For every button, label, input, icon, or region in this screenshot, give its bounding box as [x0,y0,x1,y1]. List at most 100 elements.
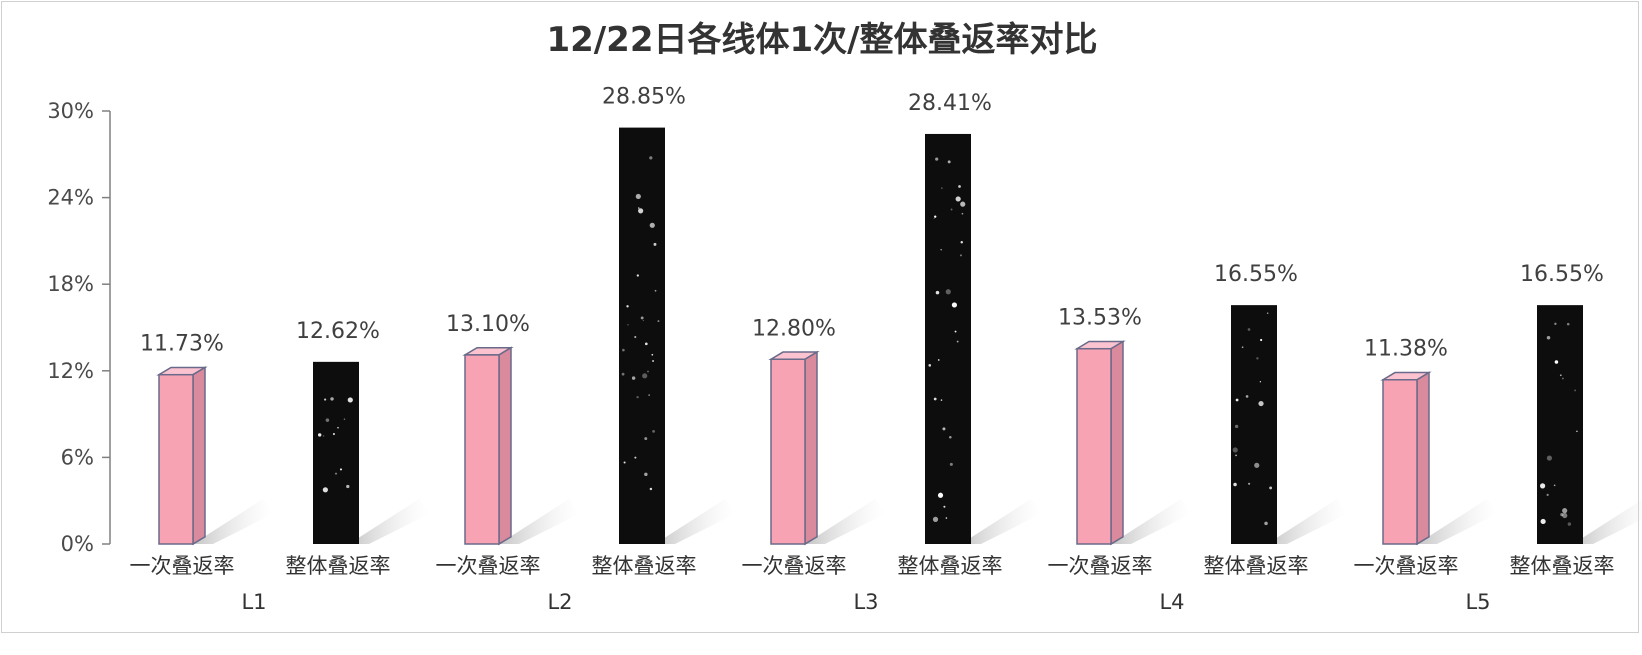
y-tick-label: 12% [47,359,94,383]
bar-texture-dot [947,160,951,164]
data-label: 12.62% [296,319,380,344]
y-tick-label: 24% [47,186,94,210]
bar-shadow [1417,499,1497,544]
bar-texture-dot [346,484,350,489]
bar-texture-dot [1260,338,1263,342]
bar-texture-dot [1235,454,1237,457]
bar-texture-dot [1248,482,1251,485]
bar-texture-dot [622,348,625,352]
bar-texture-dot [1562,508,1568,514]
bar-shadow [961,499,1041,544]
series-axis-label: 整体叠返率 [1204,554,1309,578]
bar-texture-dot [343,418,346,420]
bar-texture-dot [644,342,648,346]
bar-texture-dot [1232,447,1238,453]
data-label: 11.73% [140,332,224,357]
bar-shadow [1573,499,1642,544]
bar-texture-dot [1235,398,1239,402]
bar-texture-dot [654,289,657,292]
bar-texture-dot [334,472,338,475]
chart-title: 12/22日各线体1次/整体叠返率对比 [546,20,1098,60]
bar-texture-dot [317,433,322,437]
bar-texture-dot [1554,360,1559,364]
bar-shadow [499,499,579,544]
bar-texture-dot [621,372,625,376]
bar-texture-dot [649,156,653,160]
bar-shadow [655,499,735,544]
bar-texture-dot [651,353,654,356]
bar-texture-dot [961,212,964,215]
bar-L3-first-pass [770,358,806,545]
bar-texture-dot [933,217,935,219]
bar-texture-dot [1258,400,1264,407]
bar-texture-dot [1574,389,1577,392]
bar-texture-dot [941,187,943,189]
bar-texture-dot [937,359,940,361]
bar-texture-dot [626,305,629,308]
series-axis-label: 一次叠返率 [436,554,541,578]
bar-texture-dot [943,505,946,508]
bar-texture-dot [1562,512,1568,519]
series-axis-label: 整体叠返率 [898,554,1003,578]
bar-texture-dot [1234,424,1239,429]
bar-texture-dot [1576,430,1578,433]
bar-shadow [193,499,273,544]
data-label: 16.55% [1214,262,1298,287]
bar-side-face [192,366,206,546]
bar-texture-dot [959,254,962,257]
bar-texture-dot [638,208,644,214]
bar-texture-dot [634,456,637,459]
bar-shadow [1111,499,1191,544]
bar-texture-dot [940,248,943,251]
bar-shadow [349,499,429,544]
bar-texture-dot [1254,462,1260,468]
bar-texture-dot [932,516,939,522]
bar-texture-dot [1233,482,1237,487]
bar-texture-dot [330,397,334,401]
y-tick-label: 30% [47,99,94,123]
y-tick-label: 18% [47,272,94,296]
bar-texture-dot [644,437,648,441]
bar-texture-dot [642,319,645,322]
bar-L4-overall [1231,305,1277,544]
bar-texture-dot [644,472,648,477]
bar-texture-dot [942,427,946,431]
bar-texture-dot [339,468,343,471]
bar-texture-dot [940,399,943,401]
bar-texture-dot [347,397,353,403]
category-label-L3: L3 [853,590,878,614]
bar-L2-first-pass [464,354,500,545]
series-axis-label: 整体叠返率 [286,554,391,578]
bar-shadow [1267,499,1347,544]
bar-L1-first-pass [158,373,194,545]
series-axis-label: 一次叠返率 [742,554,847,578]
bar-texture-dot [935,157,939,161]
bar-texture-dot [1546,455,1553,461]
bar-texture-dot [951,302,958,308]
bar-texture-dot [325,418,330,422]
bar-texture-dot [1266,312,1269,315]
series-axis-label: 整体叠返率 [592,554,697,578]
bar-texture-dot [627,324,629,326]
bar-texture-dot [1546,335,1551,340]
data-label: 11.38% [1364,337,1448,362]
bar-texture-dot [1259,381,1262,383]
bar-texture-dot [636,274,639,277]
bar-L5-overall [1537,305,1583,544]
bar-texture-dot [937,492,944,498]
bar-texture-dot [945,517,948,519]
category-label-L1: L1 [241,590,266,614]
bar-texture-dot [960,241,964,244]
chart-frame: 12/22日各线体1次/整体叠返率对比 [1,1,1639,633]
bar-texture-dot [647,370,649,373]
data-label: 16.55% [1520,262,1604,287]
bar-texture-dot [649,487,653,491]
bar-texture-dot [652,429,655,433]
bar-texture-dot [1553,484,1556,487]
bar-side-face [804,350,818,546]
bar-texture-dot [1269,486,1273,490]
data-label: 13.10% [446,312,530,337]
data-label: 28.85% [602,85,686,110]
bar-texture-dot [649,222,655,228]
bar-texture-dot [648,394,650,396]
